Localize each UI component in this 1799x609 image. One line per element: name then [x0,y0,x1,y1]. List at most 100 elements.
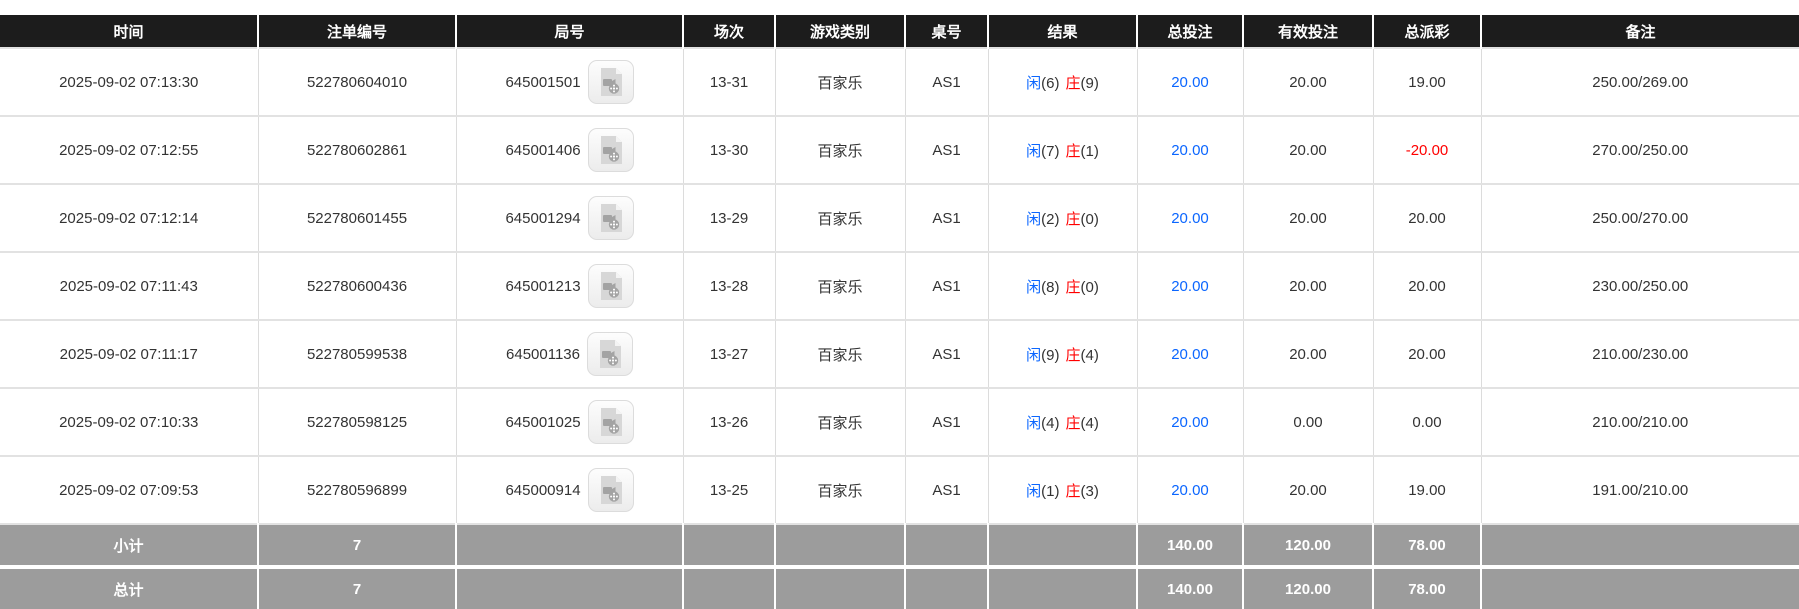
total-count: 7 [258,565,457,609]
column-header-session: 场次 [683,15,776,48]
cell-remark: 210.00/210.00 [1481,387,1799,456]
cell-round-id: 645001025 [456,387,684,456]
result-banker-label: 庄 [1065,414,1081,432]
table-row: 2025-09-02 07:12:55 522780602861 6450014… [0,115,1799,184]
table-row: 2025-09-02 07:09:53 522780596899 6450009… [0,455,1799,524]
cell-total-bet: 20.00 [1137,455,1244,524]
subtotal-empty-result [988,523,1138,567]
table-row: 2025-09-02 07:11:43 522780600436 6450012… [0,251,1799,320]
cell-total-payout: 20.00 [1373,251,1482,320]
total-total-bet: 140.00 [1137,565,1244,609]
video-replay-button[interactable] [587,400,634,444]
table-row: 2025-09-02 07:13:30 522780604010 6450015… [0,47,1799,116]
video-file-icon [599,340,621,368]
round-id-text: 645001136 [506,345,580,363]
cell-remark: 270.00/250.00 [1481,115,1799,184]
result-player-label: 闲 [1026,74,1042,92]
cell-game-type: 百家乐 [775,115,906,184]
cell-valid-bet: 0.00 [1243,387,1374,456]
result-banker-score: (1) [1080,142,1099,160]
cell-total-payout: 19.00 [1373,455,1482,524]
column-header-time: 时间 [0,15,259,48]
cell-game-type: 百家乐 [775,387,906,456]
result-banker-label: 庄 [1065,278,1081,296]
column-header-total-bet: 总投注 [1137,15,1244,48]
column-header-total-payout: 总派彩 [1373,15,1482,48]
cell-total-payout: 20.00 [1373,319,1482,388]
video-replay-button[interactable] [587,60,634,104]
cell-table-no: AS1 [905,387,989,456]
cell-remark: 250.00/269.00 [1481,47,1799,116]
total-row: 总计 7 140.00 120.00 78.00 [0,565,1799,609]
result-banker-score: (4) [1080,346,1099,364]
cell-session: 13-28 [683,251,776,320]
cell-bet-id: 522780599538 [258,319,457,388]
cell-table-no: AS1 [905,183,989,252]
cell-bet-id: 522780601455 [258,183,457,252]
video-replay-button[interactable] [587,264,634,308]
cell-game-type: 百家乐 [775,319,906,388]
subtotal-count: 7 [258,523,457,567]
round-id-text: 645001406 [505,141,581,159]
cell-bet-id: 522780600436 [258,251,457,320]
subtotal-row: 小计 7 140.00 120.00 78.00 [0,523,1799,567]
result-player-score: (1) [1041,482,1060,500]
video-file-icon [600,476,622,504]
cell-session: 13-27 [683,319,776,388]
video-replay-button[interactable] [587,128,634,172]
cell-table-no: AS1 [905,251,989,320]
subtotal-empty-game [775,523,906,567]
cell-session: 13-31 [683,47,776,116]
cell-remark: 230.00/250.00 [1481,251,1799,320]
video-file-icon [600,204,622,232]
cell-total-bet: 20.00 [1137,319,1244,388]
result-player-label: 闲 [1026,482,1042,500]
subtotal-empty-remark [1481,523,1799,567]
video-replay-button[interactable] [587,468,634,512]
subtotal-valid-bet: 120.00 [1243,523,1374,567]
video-replay-button[interactable] [587,196,634,240]
round-id-text: 645001025 [505,413,581,431]
video-file-icon [600,68,622,96]
video-replay-button[interactable] [586,332,633,376]
cell-table-no: AS1 [905,319,989,388]
cell-result: 闲(1) 庄(3) [988,455,1138,524]
video-file-icon [600,272,622,300]
result-player-label: 闲 [1026,210,1042,228]
cell-valid-bet: 20.00 [1243,251,1374,320]
cell-time: 2025-09-02 07:12:14 [0,183,259,252]
cell-total-bet: 20.00 [1137,47,1244,116]
cell-valid-bet: 20.00 [1243,455,1374,524]
cell-total-bet: 20.00 [1137,183,1244,252]
cell-session: 13-26 [683,387,776,456]
video-file-icon [600,136,622,164]
subtotal-empty-round [456,523,684,567]
result-player-score: (7) [1041,142,1060,160]
cell-table-no: AS1 [905,47,989,116]
cell-game-type: 百家乐 [775,183,906,252]
cell-valid-bet: 20.00 [1243,47,1374,116]
cell-total-payout: 19.00 [1373,47,1482,116]
cell-round-id: 645000914 [456,455,684,524]
cell-time: 2025-09-02 07:10:33 [0,387,259,456]
total-empty-remark [1481,565,1799,609]
total-valid-bet: 120.00 [1243,565,1374,609]
table-body: 2025-09-02 07:13:30 522780604010 6450015… [0,47,1799,524]
column-header-bet-id: 注单编号 [258,15,457,48]
result-player-score: (8) [1041,278,1060,296]
cell-bet-id: 522780598125 [258,387,457,456]
result-player-score: (2) [1041,210,1060,228]
cell-bet-id: 522780602861 [258,115,457,184]
result-player-label: 闲 [1026,278,1042,296]
total-empty-session [683,565,776,609]
cell-valid-bet: 20.00 [1243,319,1374,388]
cell-valid-bet: 20.00 [1243,183,1374,252]
cell-total-payout: 20.00 [1373,183,1482,252]
total-empty-table [905,565,989,609]
cell-result: 闲(9) 庄(4) [988,319,1138,388]
cell-round-id: 645001501 [456,47,684,116]
column-header-valid-bet: 有效投注 [1243,15,1374,48]
cell-game-type: 百家乐 [775,251,906,320]
cell-bet-id: 522780596899 [258,455,457,524]
column-header-table-no: 桌号 [905,15,989,48]
